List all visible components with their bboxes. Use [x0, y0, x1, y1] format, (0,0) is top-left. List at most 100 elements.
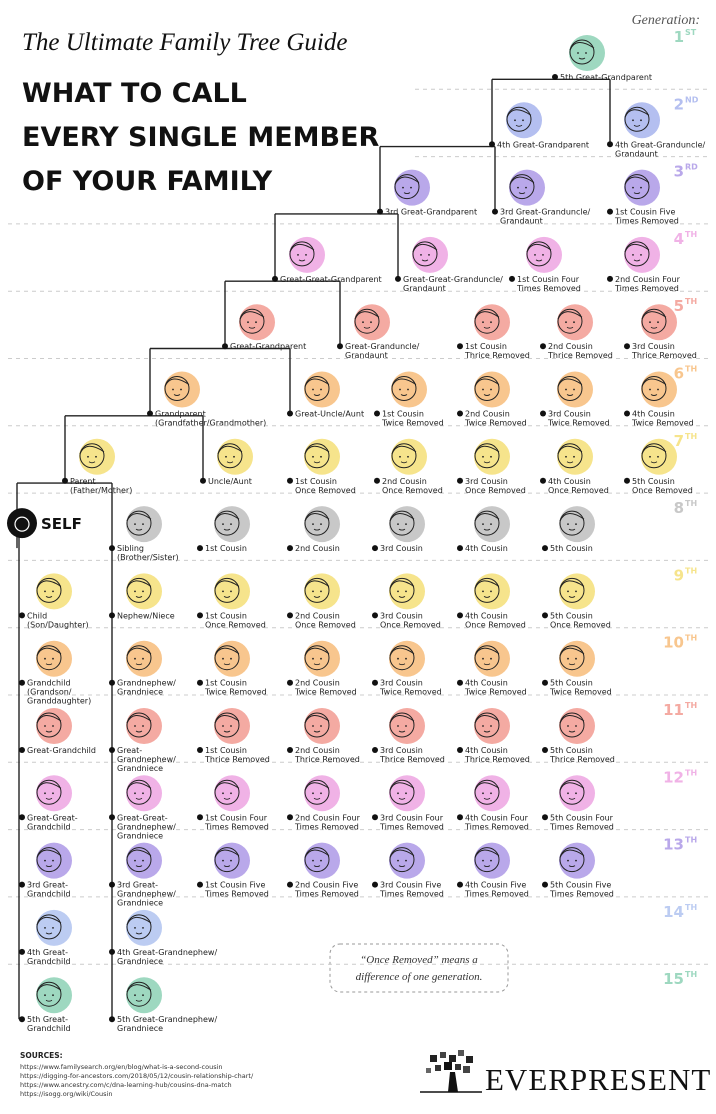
icon-mouth	[633, 259, 641, 262]
tree-dot	[489, 141, 495, 148]
icon-blob	[474, 775, 510, 812]
icon-eye	[490, 523, 492, 525]
member-label: 5th Great-	[27, 1015, 68, 1024]
icon-hair	[559, 715, 585, 724]
icon-eye	[397, 523, 399, 525]
icon-eye	[222, 792, 224, 795]
member-label: 2nd Cousin	[465, 410, 510, 419]
person-icon	[526, 236, 562, 273]
tree-dot	[109, 612, 115, 619]
icon-mouth	[45, 663, 53, 666]
member-label: 5th Cousin	[550, 611, 593, 620]
icon-hair	[412, 243, 438, 253]
generation-number: 11	[663, 701, 684, 719]
member-label: Grandniece	[117, 899, 163, 908]
person-icon	[389, 506, 425, 543]
icon-hair	[526, 243, 552, 253]
icon-hair	[389, 580, 415, 589]
tree-lines	[16, 74, 630, 1023]
icon-mouth	[226, 461, 234, 464]
icon-eye	[565, 321, 567, 324]
icon-eye	[565, 388, 567, 391]
icon-head	[214, 645, 240, 671]
person-icon	[557, 371, 593, 408]
source-link[interactable]: https://www.ancestry.com/c/dna-learning-…	[20, 1081, 232, 1089]
icon-eye	[320, 859, 322, 862]
icon-eye	[95, 455, 97, 458]
icon-mouth	[650, 326, 658, 329]
icon-hair	[569, 42, 595, 51]
icon-eye	[230, 725, 232, 727]
icon-blob	[624, 169, 660, 206]
generation-suffix: ST	[685, 28, 697, 37]
member-label: (Grandfather/Grandmother)	[155, 419, 266, 428]
icon-hair	[36, 916, 62, 926]
icon-blob	[36, 708, 72, 744]
member-label: 5th Great-Grandnephew/	[117, 1015, 217, 1024]
member-label: Once Removed	[465, 486, 526, 495]
icon-hair	[164, 378, 190, 387]
icon-eye	[44, 792, 46, 795]
tree-dot	[372, 545, 378, 552]
icon-hair	[559, 513, 585, 522]
icon-mouth	[483, 326, 491, 329]
icon-eye	[320, 388, 322, 391]
icon-mouth	[633, 192, 641, 195]
icon-blob	[304, 573, 340, 610]
icon-hair	[391, 445, 417, 455]
member-label: 3rd Cousin	[632, 342, 675, 351]
icon-eye	[397, 859, 399, 862]
icon-mouth	[568, 730, 576, 733]
icon-mouth	[403, 192, 411, 195]
generation-number: 13	[663, 836, 684, 854]
member-label: 4th Cousin Five	[465, 881, 526, 890]
icon-eye	[312, 725, 314, 727]
source-link[interactable]: https://isogg.org/wiki/Cousin	[20, 1090, 112, 1098]
member-label: Thrice Removed	[464, 755, 530, 764]
icon-eye	[525, 186, 527, 189]
icon-mouth	[88, 461, 96, 464]
member-label: Grandniece	[117, 688, 163, 697]
member-label: 1st Cousin Four	[205, 813, 268, 822]
tree-dot	[109, 679, 115, 686]
member-label: 3rd Great-Grandparent	[385, 208, 477, 217]
tree-dot	[19, 948, 25, 955]
icon-blob	[641, 438, 677, 475]
icon-mouth	[398, 865, 406, 868]
icon-head	[36, 712, 62, 738]
brand-name[interactable]: EVERPRESENT	[485, 1062, 711, 1097]
generation-suffix: TH	[685, 230, 697, 239]
source-link[interactable]: https://www.familysearch.org/en/blog/wha…	[20, 1063, 223, 1071]
member-label: Grandnephew/	[117, 822, 176, 831]
icon-blob	[289, 236, 325, 273]
tree-dot	[457, 814, 463, 821]
icon-eye	[407, 388, 409, 391]
icon-eye	[320, 523, 322, 525]
member-label: 1st Cousin Five	[615, 208, 675, 217]
icon-eye	[134, 590, 136, 593]
icon-blob	[557, 304, 593, 341]
icon-eye	[405, 590, 407, 593]
icon-blob	[474, 640, 510, 677]
member-label: 1st Cousin	[205, 679, 247, 688]
icon-eye	[585, 52, 587, 54]
icon-eye	[222, 725, 224, 727]
title-line: OF YOUR FAMILY	[22, 166, 273, 197]
icon-head	[304, 376, 330, 401]
icon-eye	[573, 321, 575, 324]
icon-eye	[405, 725, 407, 727]
member-label: Grandniece	[117, 831, 163, 840]
icon-hair	[217, 445, 243, 455]
icon-eye	[52, 994, 54, 997]
member-label: Grandniece	[117, 1024, 163, 1033]
icon-eye	[222, 657, 224, 660]
icon-head	[304, 510, 330, 536]
icon-blob	[474, 842, 510, 879]
icon-eye	[482, 657, 484, 660]
icon-hair	[126, 715, 152, 724]
member-label: 3rd Cousin	[380, 679, 423, 688]
source-link[interactable]: https://digging-for-ancestors.com/2018/0…	[20, 1072, 254, 1080]
icon-head	[304, 443, 330, 469]
member-label: 3rd Great-Granduncle/	[500, 208, 591, 217]
